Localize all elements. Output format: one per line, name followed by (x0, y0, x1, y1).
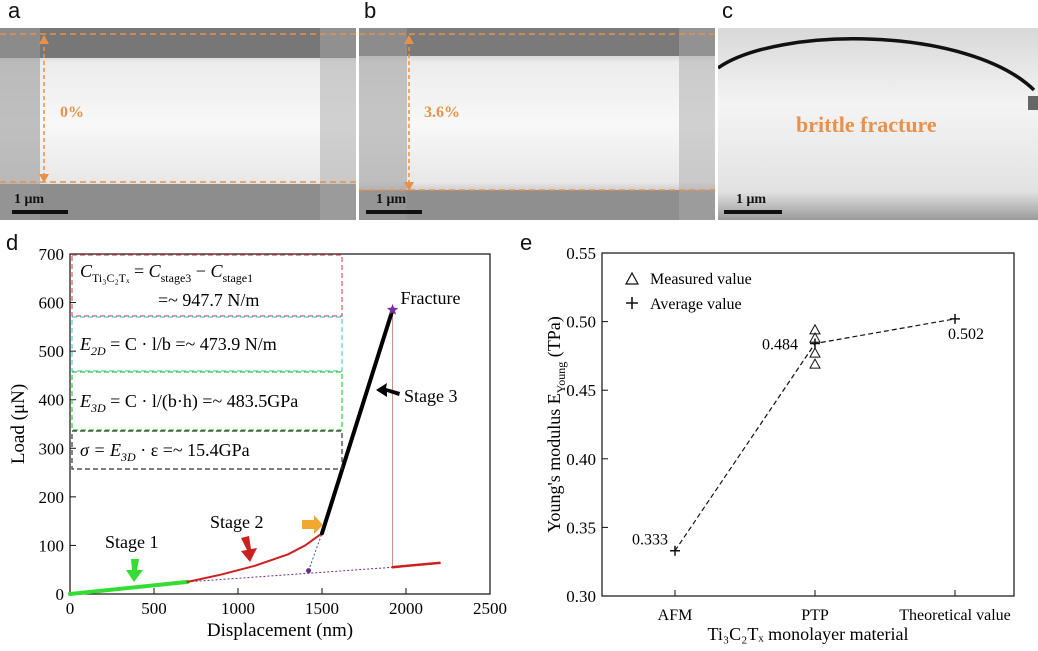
legend-measured-label: Measured value (650, 271, 752, 288)
legend-triangle-icon (624, 271, 640, 285)
average-cross-marker (810, 338, 820, 349)
equation-2: E2D = C · l/b =~ 473.9 N/m (79, 334, 277, 358)
tem-image-a (0, 28, 356, 220)
scale-bar-c (724, 210, 782, 214)
y-tick-label: 100 (39, 536, 65, 555)
tem-image-c (718, 28, 1038, 220)
scale-label-a: 1 μm (14, 192, 45, 207)
series-line-2 (186, 532, 323, 583)
x-tick-label: 1000 (221, 599, 255, 618)
tem-image-b-graphic (359, 28, 715, 220)
equation-3: E3D = C · l/(b·h) =~ 483.5GPa (79, 391, 298, 415)
tem-image-b (359, 28, 715, 220)
panel-letter-b: b (364, 0, 377, 23)
equation-1-line2: =~ 947.7 N/m (158, 290, 259, 310)
panel-letter-d: d (6, 230, 19, 255)
x-tick-label: 2500 (473, 599, 507, 618)
y-axis-label: Load (μN) (8, 384, 29, 464)
series-line-3 (320, 307, 395, 536)
y-tick-label: 300 (39, 439, 65, 458)
equation-1-line1: CTi₃C₂Tₓ = Cstage3 − Cstage1 (80, 261, 253, 285)
equation-box-4 (71, 430, 343, 470)
legend-average-label: Average value (650, 296, 742, 313)
stage1-label: Stage 1 (105, 532, 159, 552)
stage3-arrow (376, 383, 400, 397)
stage1-arrow (126, 559, 143, 582)
average-cross-marker (950, 313, 960, 324)
measured-triangle-marker (809, 347, 821, 358)
stage3-extrapolation-line (308, 533, 323, 571)
transition-arrow (302, 515, 323, 534)
y-tick-label: 600 (39, 294, 65, 313)
x-axis-label-e: Ti₃C₂Tₓ monolayer material (707, 624, 908, 644)
y-tick-label-e: 0.45 (566, 381, 596, 400)
y-tick-label-e: 0.55 (566, 244, 596, 263)
y-tick-label-e: 0.35 (566, 518, 596, 537)
fracture-star-marker (386, 303, 399, 315)
load-displacement-chart: 0 500 1000 1500 2000 2500 0 100 200 300 400 500 600 7… (8, 245, 507, 641)
plot-frame (69, 253, 491, 595)
equation-box-2 (71, 316, 343, 372)
average-dashed-line (674, 318, 956, 552)
average-value-label: 0.502 (948, 326, 984, 343)
average-value-label: 0.484 (762, 337, 798, 354)
fracture-label-c: brittle fracture (796, 112, 937, 137)
x-tick-label-e: AFM (658, 607, 693, 624)
stage3-label: Stage 3 (404, 386, 458, 406)
average-value-label: 0.333 (632, 532, 668, 549)
x-tick-label-e: Theoretical value (899, 607, 1011, 624)
scale-bar-a (12, 210, 68, 214)
tem-image-c-graphic (718, 28, 1038, 220)
y-tick-label-e: 0.40 (566, 450, 596, 469)
scale-label-c: 1 μm (736, 192, 767, 207)
strain-label-b: 3.6% (424, 104, 460, 121)
equation-box-1 (71, 254, 343, 317)
measured-triangle-marker (809, 323, 821, 335)
equation-4: σ = E3D · ε =~ 15.4GPa (80, 440, 250, 464)
y-tick-label: 0 (56, 585, 65, 604)
y-tick-label-e: 0.50 (566, 313, 596, 332)
x-tick-label: 500 (141, 599, 167, 618)
scale-bar-b (366, 210, 422, 214)
series-line-1 (68, 579, 190, 596)
panel-letter-c: c (722, 0, 733, 23)
y-tick-label: 400 (39, 391, 65, 410)
measured-triangle-marker (809, 332, 821, 343)
x-tick-label: 0 (66, 599, 75, 618)
stage2-arrow (241, 536, 257, 562)
intersection-point (306, 568, 312, 574)
plot-frame-e (601, 252, 1015, 597)
equation-box-3 (71, 371, 343, 431)
y-tick-label: 700 (39, 245, 65, 264)
scale-label-b: 1 μm (376, 192, 407, 207)
x-tick-label-e: PTP (801, 607, 829, 624)
stage2-label: Stage 2 (210, 512, 264, 532)
panel-letter-e: e (520, 230, 533, 255)
y-tick-label: 500 (39, 342, 65, 361)
tem-image-a-graphic (0, 28, 356, 220)
x-tick-label: 2000 (389, 599, 423, 618)
y-tick-label-e: 0.30 (566, 587, 596, 606)
average-cross-marker (670, 545, 680, 556)
x-tick-label: 1500 (305, 599, 339, 618)
y-tick-label: 200 (39, 488, 65, 507)
measured-triangle-marker (809, 358, 821, 369)
y-axis-label-e: Young's modulus EYoung (TPa) (544, 316, 568, 532)
fracture-label: Fracture (401, 288, 461, 308)
series-line-4 (391, 561, 441, 569)
legend-cross-icon (626, 297, 638, 309)
x-axis-label: Displacement (nm) (207, 620, 353, 641)
panel-letter-a: a (8, 0, 21, 23)
strain-label-a: 0% (60, 104, 84, 121)
